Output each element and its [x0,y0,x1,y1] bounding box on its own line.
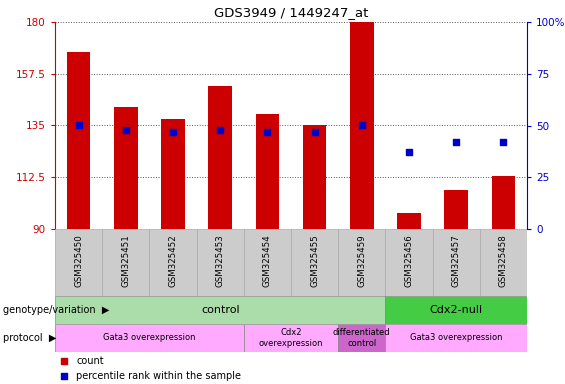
Bar [244,229,291,296]
Bar [114,107,138,229]
Bar [385,324,527,352]
Text: GSM325454: GSM325454 [263,234,272,287]
Bar [433,229,480,296]
Title: GDS3949 / 1449247_at: GDS3949 / 1449247_at [214,7,368,20]
Text: Gata3 overexpression: Gata3 overexpression [410,333,502,343]
Bar [255,114,279,229]
Bar [385,296,527,324]
Point [357,122,366,129]
Text: GSM325452: GSM325452 [168,234,177,287]
Bar [338,229,385,296]
Point [168,129,177,135]
Text: control: control [201,305,240,315]
Bar [244,324,338,352]
Point [121,127,131,133]
Text: GSM325456: GSM325456 [405,234,414,287]
Bar [55,296,385,324]
Bar [55,324,244,352]
Bar [208,86,232,229]
Text: GSM325450: GSM325450 [74,234,83,287]
Bar [291,229,338,296]
Point [216,127,225,133]
Bar [102,229,149,296]
Bar [149,229,197,296]
Point [60,373,69,379]
Point [60,358,69,364]
Bar [397,213,421,229]
Text: GSM325458: GSM325458 [499,234,508,287]
Bar [197,229,244,296]
Text: protocol  ▶: protocol ▶ [3,333,56,343]
Bar [161,119,185,229]
Text: differentiated
control: differentiated control [333,328,390,348]
Point [263,129,272,135]
Bar [303,126,327,229]
Text: GSM325453: GSM325453 [216,234,225,287]
Text: Gata3 overexpression: Gata3 overexpression [103,333,195,343]
Bar [385,229,433,296]
Text: GSM325451: GSM325451 [121,234,131,287]
Text: Cdx2
overexpression: Cdx2 overexpression [259,328,323,348]
Bar [338,324,385,352]
Point [499,139,508,145]
Text: percentile rank within the sample: percentile rank within the sample [76,371,241,381]
Text: GSM325459: GSM325459 [357,234,366,287]
Text: GSM325457: GSM325457 [451,234,460,287]
Bar [492,176,515,229]
Text: Cdx2-null: Cdx2-null [429,305,483,315]
Point [405,149,414,156]
Point [310,129,319,135]
Bar [67,52,90,229]
Text: genotype/variation  ▶: genotype/variation ▶ [3,305,109,315]
Point [74,122,83,129]
Text: count: count [76,356,104,366]
Point [451,139,460,145]
Bar [350,22,373,229]
Bar [480,229,527,296]
Bar [445,190,468,229]
Text: GSM325455: GSM325455 [310,234,319,287]
Bar [55,229,102,296]
